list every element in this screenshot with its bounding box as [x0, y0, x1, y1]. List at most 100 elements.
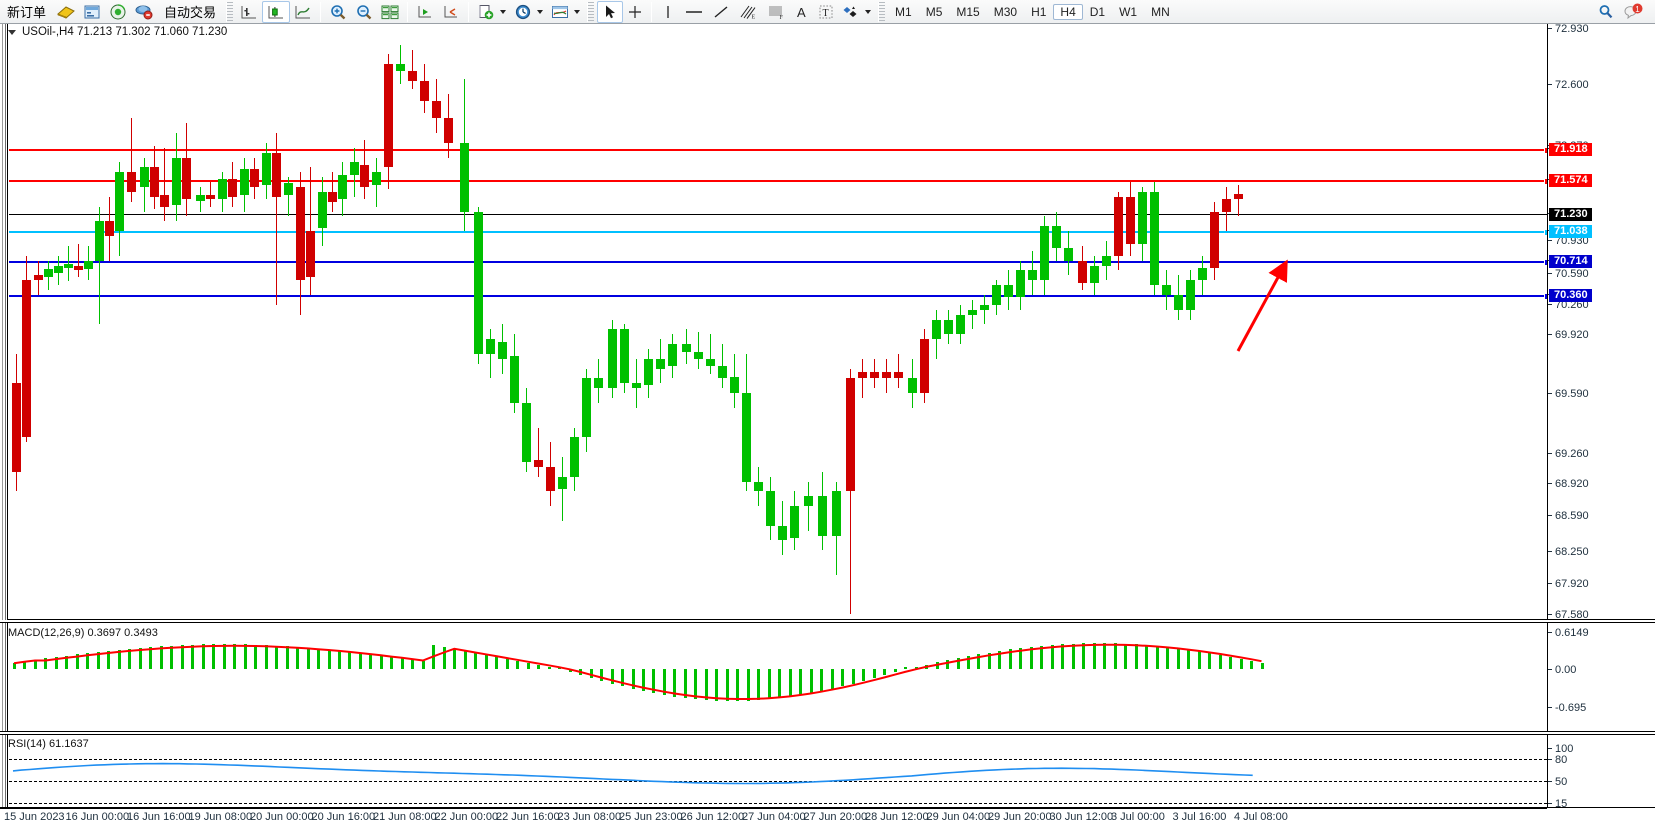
cursor-icon[interactable]	[597, 0, 624, 23]
timeframe-mn[interactable]: MN	[1151, 4, 1170, 19]
period-dropdown-caret-icon[interactable]	[537, 9, 544, 14]
macd-histogram-bar	[1061, 644, 1065, 669]
candle-body	[754, 481, 763, 492]
macd-histogram-bar	[285, 646, 289, 669]
price-pane[interactable]: USOil-,H4 71.213 71.302 71.060 71.230	[0, 24, 1655, 652]
macd-histogram-bar	[1197, 651, 1201, 669]
rsi-pane[interactable]: RSI(14) 61.1637 100 80 50 15	[0, 734, 1655, 810]
candle-wick	[131, 118, 132, 202]
timeframe-d1[interactable]: D1	[1089, 4, 1106, 19]
macd-histogram-bar	[914, 666, 918, 669]
text-label-icon[interactable]: T	[814, 1, 838, 23]
equidistant-channel-icon[interactable]: E	[734, 1, 762, 23]
candle-body	[360, 165, 369, 187]
toolbar-grip-3[interactable]	[878, 1, 886, 22]
macd-histogram-bar	[631, 669, 635, 689]
candle-body	[206, 194, 215, 199]
shift-end-icon[interactable]	[412, 1, 438, 23]
toolbar-grip-2[interactable]	[587, 1, 595, 22]
timeframe-m30[interactable]: M30	[993, 4, 1018, 19]
timeframe-h4[interactable]: H4	[1053, 3, 1083, 20]
timeframe-h1[interactable]: H1	[1031, 4, 1047, 19]
auto-scroll-icon[interactable]	[438, 1, 464, 23]
indicators-dropdown-caret-icon[interactable]	[500, 9, 507, 14]
navigator-icon[interactable]	[105, 1, 131, 23]
text-icon[interactable]: A	[790, 1, 814, 23]
macd-pane-grip[interactable]	[0, 623, 8, 731]
indicators-icon[interactable]	[473, 1, 499, 23]
macd-histogram-bar	[233, 644, 237, 669]
timeframe-m5[interactable]: M5	[925, 4, 943, 19]
vertical-line-icon[interactable]	[656, 1, 680, 23]
chart-canvas[interactable]: USOil-,H4 71.213 71.302 71.060 71.230	[0, 24, 1655, 829]
macd-histogram-bar	[862, 669, 866, 681]
chart-menu-caret-icon[interactable]	[8, 29, 16, 35]
bid-level-71038[interactable]: 71.038	[1549, 225, 1592, 238]
time-tick: 21 Jun 08:00	[373, 811, 437, 823]
candle-body	[1102, 255, 1111, 266]
support-level-70714[interactable]: 70.714	[1549, 255, 1592, 268]
auto-trading-button[interactable]: 自动交易	[157, 1, 223, 23]
bullish-arrow-annotation[interactable]	[1216, 256, 1306, 366]
line-chart-icon[interactable]	[290, 1, 316, 23]
fibonacci-icon[interactable]: F	[762, 1, 790, 23]
macd-histogram-bar	[904, 667, 908, 669]
macd-histogram-bar	[421, 661, 425, 669]
objects-dropdown-caret-icon[interactable]	[865, 9, 872, 14]
new-order-icon[interactable]	[53, 1, 79, 23]
tile-windows-icon[interactable]	[377, 1, 403, 23]
macd-histogram-bar	[495, 657, 499, 669]
alerts-icon[interactable]: 1	[1619, 1, 1647, 23]
price-tick-68920: 68.920	[1548, 479, 1589, 490]
macd-histogram-bar	[725, 669, 729, 702]
candle-wick	[164, 147, 165, 222]
templates-icon[interactable]	[547, 1, 573, 23]
last-price-71230[interactable]: 71.230	[1549, 208, 1592, 221]
resistance-level-71918[interactable]: 71.918	[1549, 143, 1592, 156]
macd-histogram-bar	[956, 658, 960, 669]
data-window-icon[interactable]	[79, 1, 105, 23]
timeframe-w1[interactable]: W1	[1119, 4, 1138, 19]
macd-histogram-bar	[830, 669, 834, 689]
candle-body	[608, 329, 617, 389]
auto-trading-icon[interactable]	[131, 1, 157, 23]
candle-wick	[400, 44, 401, 84]
zoom-in-icon[interactable]	[325, 1, 351, 23]
macd-histogram-bar	[1050, 644, 1054, 669]
new-order-button[interactable]: 新订单	[0, 1, 53, 23]
macd-histogram-bar	[33, 659, 37, 669]
macd-histogram-bar	[662, 669, 666, 696]
price-tick-67580: 67.580	[1548, 610, 1589, 621]
period-clock-icon[interactable]	[510, 1, 536, 23]
candlestick-series	[0, 24, 1547, 620]
crosshair-icon[interactable]	[623, 1, 647, 23]
candle-body	[498, 342, 507, 359]
support-level-70360[interactable]: 70.360	[1549, 289, 1592, 302]
toolbar-grip-1[interactable]	[226, 1, 234, 22]
timeframe-m1[interactable]: M1	[895, 4, 912, 19]
search-icon[interactable]	[1593, 1, 1619, 23]
macd-pane[interactable]: MACD(12,26,9) 0.3697 0.3493 0.6149 0.00 …	[0, 622, 1655, 732]
candlestick-chart-icon[interactable]	[262, 0, 291, 23]
templates-dropdown-caret-icon[interactable]	[574, 9, 581, 14]
timeframe-m15[interactable]: M15	[956, 4, 980, 19]
macd-histogram-bar	[1029, 646, 1033, 669]
candle-body	[668, 344, 677, 366]
trendline-icon[interactable]	[708, 1, 734, 23]
price-axis[interactable]: 72.93072.60072.27071.91871.57471.23071.0…	[1547, 24, 1655, 652]
macd-histogram-bar	[966, 656, 970, 669]
time-axis[interactable]: 15 Jun 2023 16 Jun 00:00 16 Jun 16:00 19 Ju…	[0, 808, 1547, 828]
candle-body	[296, 187, 305, 281]
candle-body	[620, 329, 629, 384]
resistance-level-71574[interactable]: 71.574	[1549, 174, 1592, 187]
objects-icon[interactable]	[838, 1, 864, 23]
price-pane-grip[interactable]	[0, 24, 8, 620]
bar-chart-icon[interactable]	[236, 1, 262, 23]
horizontal-line-icon[interactable]	[680, 1, 708, 23]
time-tick: 29 Jun 04:00	[926, 811, 991, 823]
macd-tick-min: -0.695	[1548, 703, 1586, 714]
candle-body	[968, 309, 977, 315]
zoom-out-icon[interactable]	[351, 1, 377, 23]
rsi-pane-grip[interactable]	[0, 735, 8, 807]
symbol-header: USOil-,H4 71.213 71.302 71.060 71.230	[8, 26, 227, 38]
